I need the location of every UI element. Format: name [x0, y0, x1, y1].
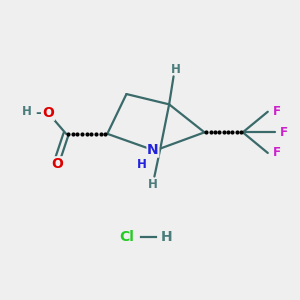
Text: F: F — [280, 126, 288, 139]
Text: H: H — [137, 158, 147, 171]
Text: H: H — [160, 230, 172, 244]
Text: O: O — [43, 106, 54, 120]
Text: H: H — [147, 178, 157, 191]
Text: H: H — [22, 105, 32, 118]
Text: -: - — [35, 106, 41, 120]
Text: F: F — [273, 105, 280, 118]
Text: F: F — [273, 146, 280, 159]
Text: H: H — [171, 62, 181, 76]
Text: O: O — [51, 157, 63, 171]
Text: N: N — [147, 143, 159, 157]
Text: Cl: Cl — [119, 230, 134, 244]
